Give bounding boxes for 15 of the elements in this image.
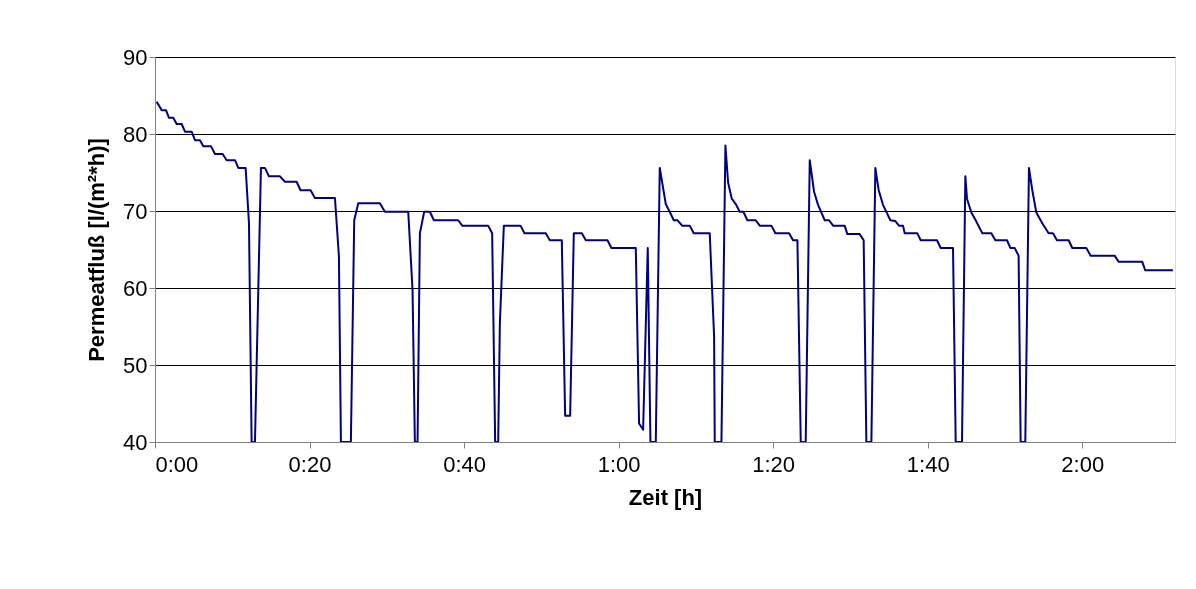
x-tick-label: 1:00 <box>597 451 641 477</box>
x-tick-label: 1:20 <box>752 451 796 477</box>
y-tick-label: 80 <box>123 121 148 147</box>
x-tick-label: 2:00 <box>1061 451 1105 477</box>
y-tick-label: 70 <box>123 198 148 224</box>
y-tick-label: 50 <box>123 352 148 378</box>
x-tick-label: 0:00 <box>155 451 199 477</box>
y-tick-label: 60 <box>123 275 148 301</box>
x-tick-label: 0:20 <box>288 451 332 477</box>
y-tick-label: 40 <box>123 429 148 455</box>
y-tick-label: 90 <box>123 44 148 70</box>
x-tick-label: 1:40 <box>906 451 950 477</box>
x-tick-label: 0:40 <box>443 451 487 477</box>
x-axis-title: Zeit [h] <box>628 484 703 510</box>
y-axis-title: Permeatfluß [l/(m²*h)] <box>84 138 110 362</box>
